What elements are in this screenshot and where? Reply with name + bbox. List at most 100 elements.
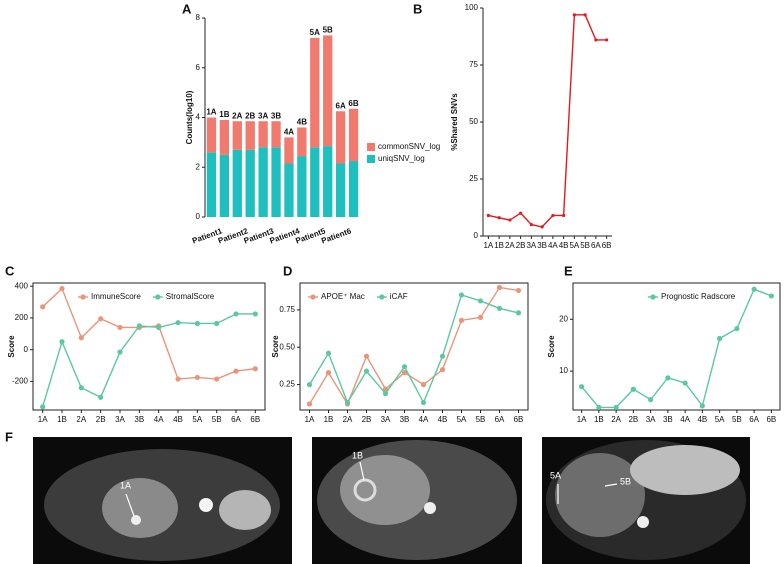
bar-segment xyxy=(206,152,217,217)
legend-marker xyxy=(310,294,316,300)
x-tick-label: 5A xyxy=(457,415,467,424)
x-tick-label: 6A xyxy=(495,415,505,424)
y-tick-label: 4 xyxy=(196,113,201,122)
legend-marker xyxy=(650,294,656,300)
data-point xyxy=(194,374,200,381)
data-point xyxy=(572,13,576,17)
x-tick-label: 1A xyxy=(577,415,587,424)
x-tick-label: 6B xyxy=(602,241,612,250)
y-tick-label: 100 xyxy=(465,3,479,12)
data-point xyxy=(252,311,258,317)
y-tick-label: 0.50 xyxy=(279,342,295,351)
y-tick-label: 400 xyxy=(15,281,29,290)
x-tick-label: 6B xyxy=(766,415,776,424)
data-point xyxy=(252,366,258,372)
plot-frame xyxy=(32,282,266,411)
data-point xyxy=(40,404,46,410)
data-point xyxy=(344,399,351,406)
data-point xyxy=(233,368,239,374)
x-tick-label: 5A xyxy=(569,241,579,250)
bar-segment xyxy=(271,121,281,148)
data-point xyxy=(734,326,740,332)
organ xyxy=(219,490,271,530)
x-tick-label: 2B xyxy=(362,415,372,424)
legend-label: Prognostic Radscore xyxy=(661,292,736,301)
data-point xyxy=(508,218,512,222)
legend-marker xyxy=(155,294,161,300)
bar-segment xyxy=(219,119,230,155)
y-axis-label: Counts(log10) xyxy=(185,90,194,144)
data-point xyxy=(382,390,389,397)
data-point xyxy=(682,380,688,386)
x-tick-label: 4B xyxy=(438,415,448,424)
data-point xyxy=(477,314,484,320)
bar-segment xyxy=(335,163,346,217)
legend-label: commonSNV_log xyxy=(378,142,440,151)
data-point xyxy=(596,404,602,411)
data-point xyxy=(156,324,162,331)
bar-label: 2A xyxy=(232,111,242,120)
legend-label: uniqSNV_log xyxy=(378,154,425,163)
data-point xyxy=(325,370,332,376)
x-tick-label: 3A xyxy=(646,415,656,424)
x-tick-label: 5A xyxy=(192,415,202,424)
bar-label: 3A xyxy=(258,111,268,120)
x-tick-label: 2A xyxy=(76,415,86,424)
x-tick-label: 3B xyxy=(400,415,410,424)
data-point xyxy=(630,386,636,392)
x-tick-label: 4A xyxy=(419,415,429,424)
data-point xyxy=(519,211,523,215)
legend-label: iCAF xyxy=(390,292,408,301)
bar-segment xyxy=(348,108,359,162)
data-point xyxy=(214,320,220,327)
bar-segment xyxy=(245,121,255,150)
x-tick-label: 5B xyxy=(212,415,222,424)
x-tick-label: 2A xyxy=(505,241,515,250)
data-point xyxy=(306,382,313,388)
data-point xyxy=(562,213,566,218)
stomach xyxy=(630,445,740,495)
chart-panel: C Score -200 0 200 400 1A 1B 2A 2B 3A 3B 4A 4B 5A 5B 6A 6… xyxy=(5,263,266,424)
bar-label: 1B xyxy=(219,110,229,119)
panel-letter: F xyxy=(5,429,13,444)
x-tick-label: 4B xyxy=(697,415,707,424)
y-tick-label: 10 xyxy=(559,366,568,375)
data-point xyxy=(117,349,123,355)
bar-segment xyxy=(284,137,294,164)
annotation: 1A xyxy=(120,480,131,490)
y-tick-label: 200 xyxy=(15,313,29,322)
bar-segment xyxy=(348,161,359,217)
bar-label: 1A xyxy=(206,108,216,117)
x-tick-label: 5B xyxy=(732,415,742,424)
data-point xyxy=(98,316,104,322)
bar-segment xyxy=(310,147,320,217)
x-tick-label: 6B xyxy=(514,415,524,424)
x-tick-label: 5B xyxy=(580,241,590,250)
y-tick-label: 0.25 xyxy=(279,380,295,389)
panel-letter: D xyxy=(283,263,292,278)
data-point xyxy=(439,353,446,359)
y-tick-label: 75 xyxy=(469,60,478,69)
x-tick-label: 4A xyxy=(680,415,690,424)
series-line xyxy=(41,313,256,408)
data-point xyxy=(175,320,181,326)
x-tick-label: 6B xyxy=(250,415,260,424)
x-tick-label: 2A xyxy=(611,415,621,424)
bar-label: 6A xyxy=(336,101,346,110)
x-tick-label: 4B xyxy=(173,415,183,424)
data-point xyxy=(306,401,313,407)
bar-segment xyxy=(219,154,230,217)
x-tick-label: 1A xyxy=(483,241,493,250)
data-point xyxy=(529,223,533,227)
arrow xyxy=(125,493,135,517)
lesion xyxy=(131,515,141,525)
y-tick-label: 0.75 xyxy=(279,305,295,314)
x-tick-label: 1A xyxy=(305,415,315,424)
x-tick-label: 4B xyxy=(559,241,569,250)
x-tick-label: 3B xyxy=(537,241,547,250)
lesion xyxy=(353,478,377,502)
data-point xyxy=(665,375,671,381)
bar-label: 4B xyxy=(297,118,307,127)
data-point xyxy=(363,368,370,374)
